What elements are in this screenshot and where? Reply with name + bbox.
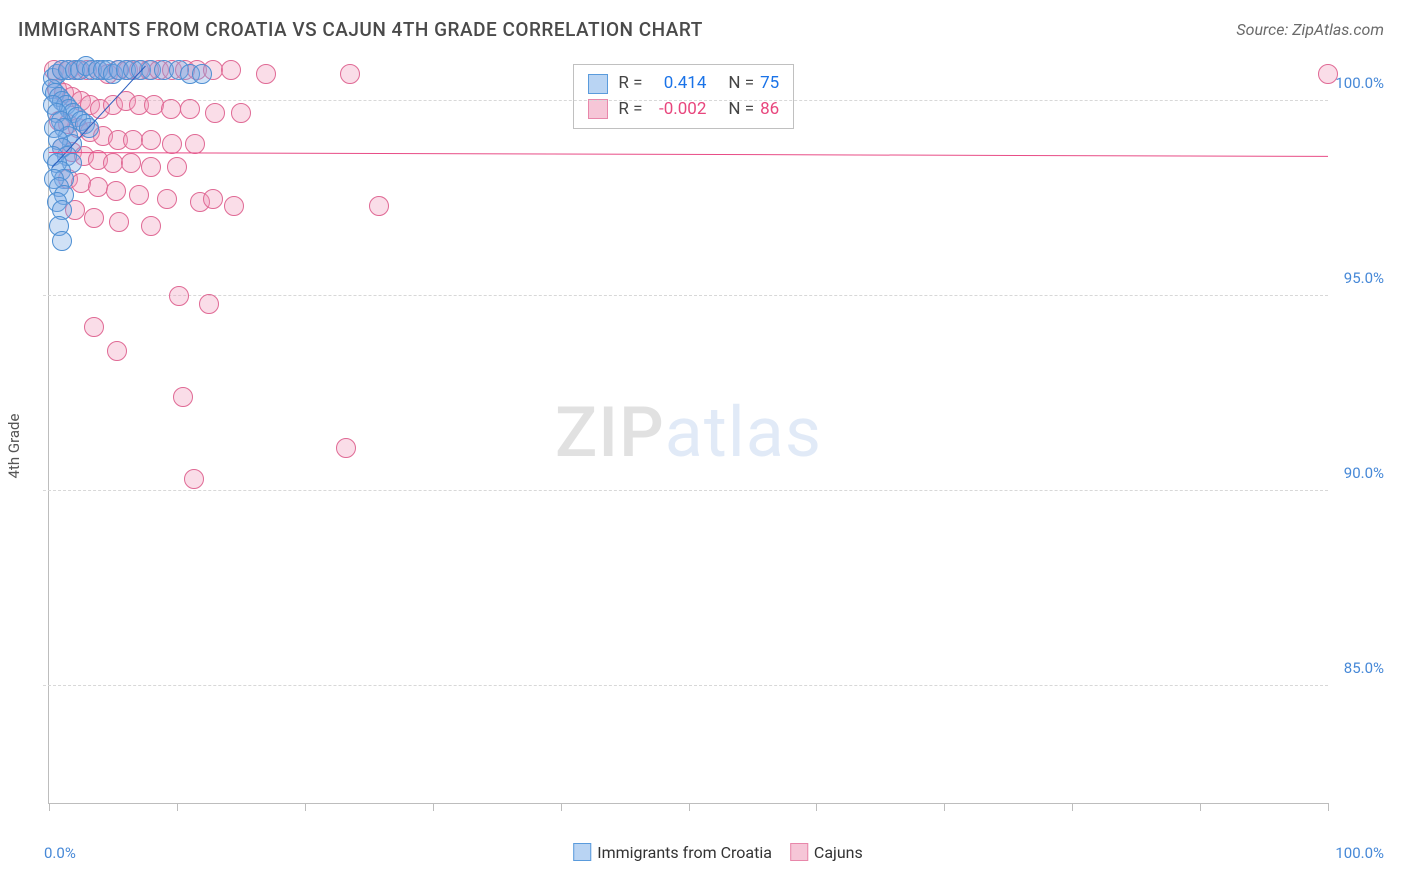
swatch-pink-icon bbox=[588, 99, 608, 119]
data-point bbox=[106, 181, 126, 201]
data-point bbox=[52, 231, 72, 251]
data-point bbox=[162, 134, 182, 154]
data-point bbox=[141, 130, 161, 150]
y-axis-label: 4th Grade bbox=[5, 414, 23, 479]
x-tick bbox=[1200, 803, 1201, 811]
y-tick-label: 90.0% bbox=[1332, 464, 1384, 482]
data-point bbox=[203, 189, 223, 209]
data-point bbox=[161, 99, 181, 119]
data-point bbox=[141, 157, 161, 177]
data-point bbox=[224, 196, 244, 216]
y-tick-label: 95.0% bbox=[1332, 269, 1384, 287]
data-point bbox=[121, 153, 141, 173]
gridline bbox=[43, 685, 1328, 686]
data-point bbox=[1318, 64, 1338, 84]
legend-item-2: Cajuns bbox=[790, 843, 863, 862]
data-point bbox=[192, 64, 212, 84]
data-point bbox=[169, 286, 189, 306]
data-point bbox=[184, 469, 204, 489]
data-point bbox=[205, 103, 225, 123]
x-min-label: 0.0% bbox=[44, 844, 76, 862]
series-legend: Immigrants from Croatia Cajuns bbox=[573, 843, 863, 862]
data-point bbox=[336, 438, 356, 458]
data-point bbox=[221, 60, 241, 80]
data-point bbox=[340, 64, 360, 84]
x-tick bbox=[177, 803, 178, 811]
data-point bbox=[109, 212, 129, 232]
x-tick bbox=[1072, 803, 1073, 811]
data-point bbox=[84, 317, 104, 337]
gridline bbox=[43, 295, 1328, 296]
swatch-blue-icon bbox=[588, 74, 608, 94]
chart-title: IMMIGRANTS FROM CROATIA VS CAJUN 4TH GRA… bbox=[18, 18, 703, 41]
x-tick bbox=[944, 803, 945, 811]
legend-row-1: R = 0.414 N = 75 bbox=[588, 71, 779, 97]
swatch-blue-icon bbox=[573, 843, 591, 861]
plot-area: ZIPatlas R = 0.414 N = 75 R = -0.002 N =… bbox=[48, 62, 1328, 804]
data-point bbox=[141, 216, 161, 236]
swatch-pink-icon bbox=[790, 843, 808, 861]
y-tick-label: 100.0% bbox=[1332, 74, 1384, 92]
data-point bbox=[84, 208, 104, 228]
n-value-1: 75 bbox=[760, 71, 779, 97]
gridline bbox=[43, 490, 1328, 491]
correlation-legend: R = 0.414 N = 75 R = -0.002 N = 86 bbox=[573, 64, 794, 129]
x-max-label: 100.0% bbox=[1335, 844, 1384, 862]
data-point bbox=[107, 341, 127, 361]
x-tick bbox=[816, 803, 817, 811]
data-point bbox=[185, 134, 205, 154]
x-tick bbox=[49, 803, 50, 811]
x-tick bbox=[433, 803, 434, 811]
data-point bbox=[369, 196, 389, 216]
data-point bbox=[173, 387, 193, 407]
data-point bbox=[167, 157, 187, 177]
data-point bbox=[180, 99, 200, 119]
r-value-1: 0.414 bbox=[648, 71, 706, 97]
trend-line bbox=[49, 152, 1328, 157]
source-label: Source: ZipAtlas.com bbox=[1236, 20, 1384, 39]
x-tick bbox=[561, 803, 562, 811]
data-point bbox=[157, 189, 177, 209]
x-tick bbox=[305, 803, 306, 811]
legend-item-1: Immigrants from Croatia bbox=[573, 843, 772, 862]
x-tick bbox=[689, 803, 690, 811]
data-point bbox=[199, 294, 219, 314]
data-point bbox=[256, 64, 276, 84]
data-point bbox=[88, 177, 108, 197]
gridline bbox=[43, 100, 1328, 101]
watermark: ZIPatlas bbox=[555, 392, 822, 474]
data-point bbox=[231, 103, 251, 123]
y-tick-label: 85.0% bbox=[1332, 659, 1384, 677]
x-tick bbox=[1328, 803, 1329, 811]
data-point bbox=[129, 185, 149, 205]
